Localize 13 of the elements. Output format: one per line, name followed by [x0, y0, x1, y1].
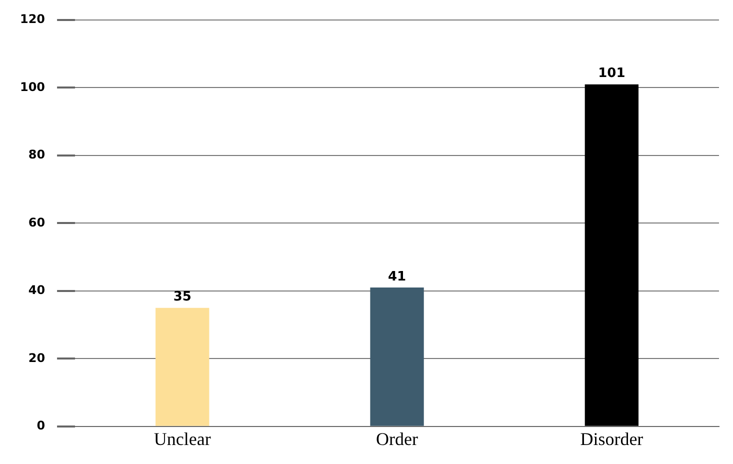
data-label: 101 [598, 66, 626, 82]
y-tick-label: 60 [28, 215, 46, 230]
data-label: 41 [388, 269, 406, 284]
y-tick-label: 40 [28, 283, 46, 298]
x-tick-label: Order [376, 428, 418, 449]
data-label: 35 [173, 290, 192, 305]
y-tick-label: 0 [36, 418, 46, 433]
y-tick-label: 80 [28, 148, 46, 162]
y-tick-label: 120 [20, 12, 46, 26]
x-tick-label: Unclear [154, 428, 211, 449]
x-tick-label: Disorder [580, 428, 644, 449]
y-tick-label: 100 [20, 80, 46, 94]
y-tick-label: 20 [28, 350, 46, 365]
